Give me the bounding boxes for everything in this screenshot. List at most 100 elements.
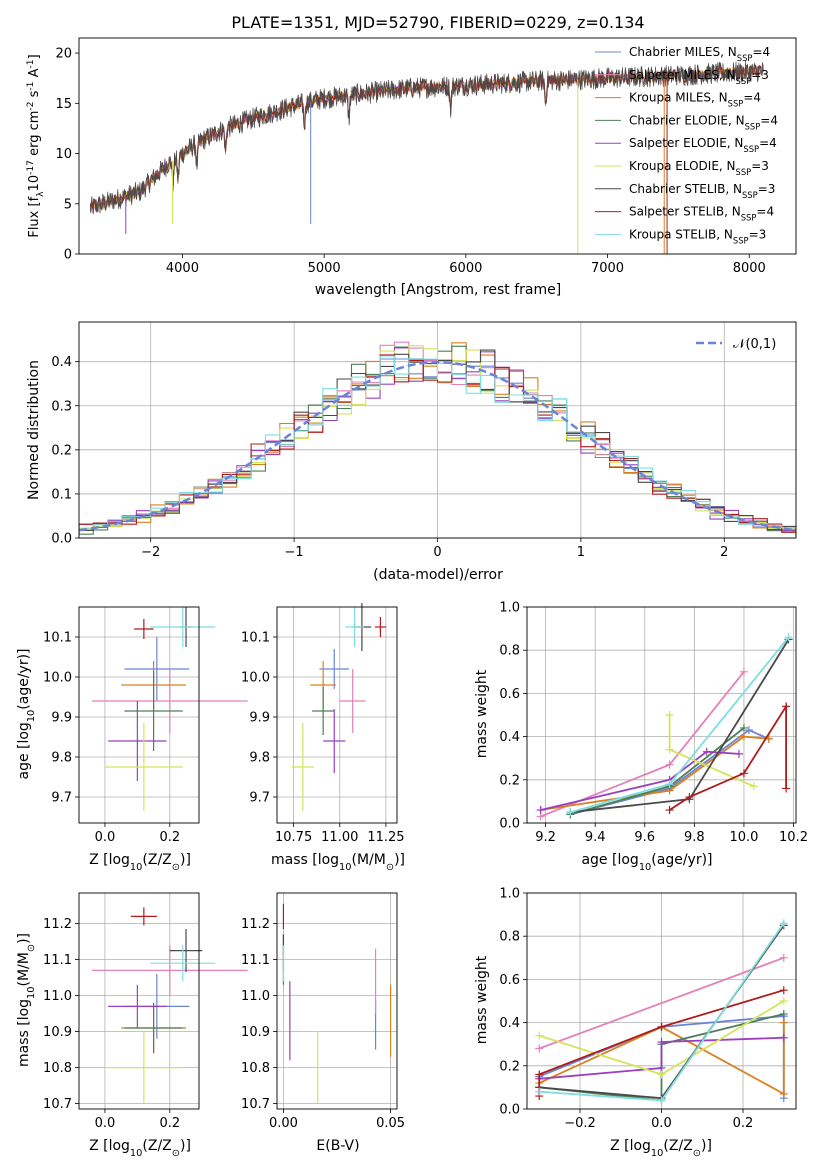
label-text: Salpeter ELODIE, N — [629, 136, 743, 150]
label-text: (Z/Z — [142, 1138, 171, 1154]
y-tick-label: 0.4 — [51, 355, 72, 370]
label-text: (M/M — [16, 952, 32, 986]
mass-weight-series — [540, 750, 740, 811]
axes-frame — [78, 606, 200, 824]
errorbar-point — [124, 637, 190, 701]
superscript: -17 — [26, 160, 36, 175]
mass-vs-metallicity-plot-area: 0.0 0.2 10.7 10.8 10.9 11.0 11.1 11.2 — [43, 892, 248, 1131]
label-text: )] — [180, 852, 191, 868]
legend-label: Salpeter MILES, NSSP=3 — [629, 68, 769, 86]
legend-label: Kroupa MILES, NSSP=4 — [629, 91, 761, 109]
label-text: =4 — [756, 205, 774, 219]
errorbar-point — [124, 671, 183, 751]
label-text: =4 — [760, 113, 778, 127]
label-text: Normed distribution — [26, 360, 42, 500]
plus-marker — [779, 986, 788, 995]
errorbar-point — [108, 984, 167, 1028]
histogram-series — [79, 345, 796, 535]
label-text: (Z/Z — [663, 1138, 692, 1154]
subscript: SSP — [736, 76, 752, 86]
plus-marker — [685, 793, 694, 802]
label-text: Z [log — [610, 1138, 651, 1154]
y-tick-label: 0.4 — [499, 730, 520, 745]
y-tick-label: 9.8 — [51, 751, 72, 766]
superscript: -1 — [26, 82, 36, 91]
errorbar-point — [323, 709, 346, 773]
label-text: (M/M — [352, 852, 386, 868]
subscript: 10 — [130, 1148, 142, 1159]
subscript: ⊙ — [26, 944, 37, 952]
axes-frame — [78, 37, 797, 255]
y-tick-label: 0.0 — [51, 532, 72, 547]
y-tick-label: 1.0 — [499, 887, 520, 902]
y-tick-label: 20 — [55, 47, 72, 62]
y-tick-label: 0.6 — [499, 973, 520, 988]
label-text: Chabrier ELODIE, N — [629, 113, 745, 127]
plus-marker — [739, 732, 748, 741]
subscript: 10 — [130, 862, 142, 873]
y-tick-label: 10.1 — [241, 631, 270, 646]
x-tick-label: 2 — [720, 545, 728, 560]
legend-label: Kroupa ELODIE, NSSP=3 — [629, 159, 769, 177]
label-text: s — [27, 90, 42, 101]
mass-weight-series — [570, 729, 770, 816]
mass-vs-metallicity-panel: 0.0 0.210.710.810.911.011.111.2 Z [log10(… — [16, 892, 248, 1159]
plus-marker — [536, 806, 545, 815]
axes-frame — [526, 892, 797, 1110]
legend-label: Salpeter STELIB, NSSP=4 — [629, 205, 774, 223]
label-text: )] — [16, 933, 32, 944]
errorbar-point — [312, 687, 335, 735]
plus-marker — [734, 749, 743, 758]
x-tick-label: −0.2 — [564, 1116, 596, 1131]
legend-label: Chabrier MILES, NSSP=4 — [629, 45, 770, 63]
label-text: Chabrier STELIB, N — [629, 182, 742, 196]
subscript: 10 — [339, 862, 351, 873]
normal-curve — [78, 360, 797, 532]
plus-marker — [665, 806, 674, 815]
label-text: age [log — [16, 722, 32, 779]
plus-marker — [739, 667, 748, 676]
label-text: (data-model)/error — [373, 567, 503, 583]
mass-weight-vs-age-plot-area: 9.2 9.4 9.6 9.8 10.0 10.2 0.0 0.2 0.4 0.6 0.8 1.0 — [499, 601, 808, 846]
y-tick-label: 10.7 — [43, 1097, 72, 1112]
subscript: SSP — [728, 99, 744, 109]
y-tick-label: 0.2 — [51, 443, 72, 458]
label-text: mass [log — [16, 999, 32, 1067]
x-tick-label: 9.4 — [585, 830, 606, 845]
mass-weight-series — [669, 703, 787, 811]
y-tick-label: 11.2 — [241, 917, 270, 932]
plus-marker — [782, 702, 791, 711]
mass-weight-series — [540, 735, 769, 811]
errorbar-point — [150, 607, 216, 647]
subscript: 10 — [26, 710, 37, 722]
x-tick-label: 0.0 — [95, 1116, 116, 1131]
y-tick-label: 0.8 — [499, 644, 520, 659]
axes-frame — [526, 606, 797, 824]
mass-vs-reddening-xlabel: E(B-V) — [316, 1138, 359, 1154]
subscript: 10 — [26, 986, 37, 998]
subscript: 10 — [639, 862, 651, 873]
figure-title: PLATE=1351, MJD=52790, FIBERID=0229, z=0… — [231, 13, 644, 32]
legend-label: Chabrier STELIB, NSSP=3 — [629, 182, 775, 200]
y-tick-label: 9.8 — [249, 751, 270, 766]
label-text: =3 — [751, 68, 769, 82]
x-tick-label: 0.2 — [733, 1116, 754, 1131]
plus-marker — [702, 747, 711, 756]
superscript: -1 — [26, 59, 36, 68]
plus-marker — [657, 1022, 666, 1031]
spectrum-plot-area: 4000 5000 6000 7000 8000 0 5 10 15 20 Chabrier MIL… — [55, 37, 797, 276]
subscript: ⊙ — [172, 1148, 180, 1159]
x-tick-label: 9.6 — [634, 830, 655, 845]
errorbar-point — [169, 929, 203, 973]
mass-vs-metallicity-xlabel: Z [log10(Z/Z⊙)] — [89, 1138, 191, 1159]
legend-label: Kroupa STELIB, NSSP=3 — [629, 227, 766, 245]
subscript: SSP — [741, 213, 757, 223]
x-tick-label: 0.0 — [651, 1116, 672, 1131]
label-text: Kroupa ELODIE, N — [629, 159, 736, 173]
mass-vs-reddening-panel: 0.00 0.05 10.7 10.8 10.9 11.0 11.1 11.2 E(B-V) — [241, 892, 405, 1154]
errorbar-point — [345, 607, 364, 647]
label-text: A — [27, 68, 42, 81]
y-tick-label: 11.2 — [43, 917, 72, 932]
y-tick-label: 11.1 — [43, 953, 72, 968]
label-text: mass weight — [474, 669, 490, 758]
